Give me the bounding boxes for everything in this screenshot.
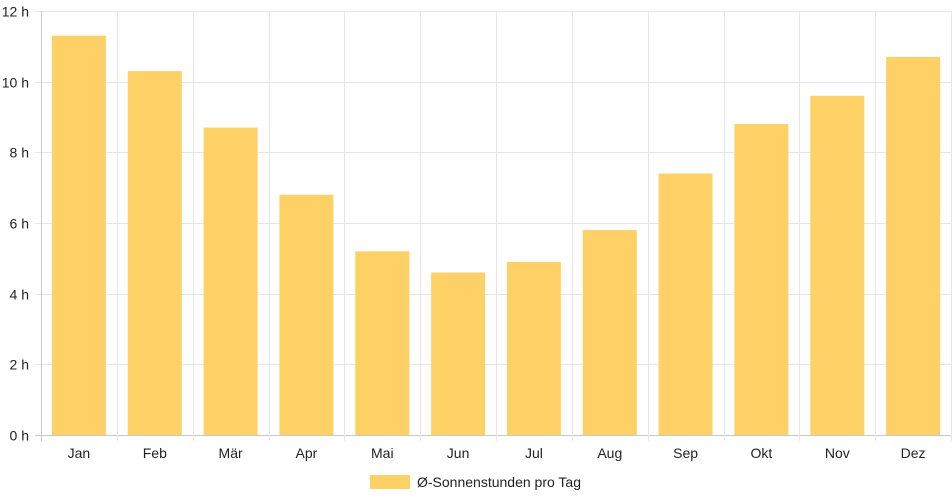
axis-layer: 0 h 2 h 4 h 6 h 8 h 10 h 12 h Jan Feb Mär Apr Mai Ju…: [2, 4, 926, 462]
y-tick-label: 4 h: [10, 287, 29, 303]
bar-jan: [51, 35, 106, 435]
bar-sep: [658, 173, 713, 435]
x-tick-label: Aug: [597, 445, 622, 461]
legend[interactable]: Ø-Sonnenstunden pro Tag: [370, 474, 581, 490]
legend-swatch[interactable]: [370, 475, 410, 489]
x-tick-label: Nov: [825, 445, 850, 461]
x-tick-label: Jan: [68, 445, 91, 461]
bar-mär: [203, 127, 258, 435]
x-tick-label: Jul: [525, 445, 543, 461]
grid-layer: [35, 11, 952, 441]
bar-aug: [582, 230, 637, 435]
y-tick-label: 8 h: [10, 145, 29, 161]
x-tick-label: Dez: [901, 445, 926, 461]
bar-layer: [51, 35, 941, 436]
x-tick-label: Apr: [296, 445, 318, 461]
bar-apr: [279, 194, 334, 435]
bar-dez: [886, 56, 941, 436]
x-tick-label: Feb: [143, 445, 167, 461]
x-tick-label: Sep: [673, 445, 698, 461]
y-tick-label: 2 h: [10, 357, 29, 373]
y-tick-label: 12 h: [2, 4, 29, 20]
x-tick-label: Mai: [371, 445, 394, 461]
y-tick-label: 0 h: [10, 428, 29, 444]
bar-jun: [431, 272, 486, 435]
bar-jul: [506, 261, 561, 435]
x-tick-label: Mär: [219, 445, 243, 461]
x-tick-label: Jun: [447, 445, 470, 461]
x-tick-label: Okt: [751, 445, 773, 461]
y-tick-label: 10 h: [2, 75, 29, 91]
y-tick-label: 6 h: [10, 216, 29, 232]
bar-mai: [355, 251, 410, 435]
bar-okt: [734, 124, 789, 435]
bar-feb: [127, 71, 182, 435]
legend-label[interactable]: Ø-Sonnenstunden pro Tag: [417, 474, 581, 490]
bar-nov: [810, 95, 865, 436]
